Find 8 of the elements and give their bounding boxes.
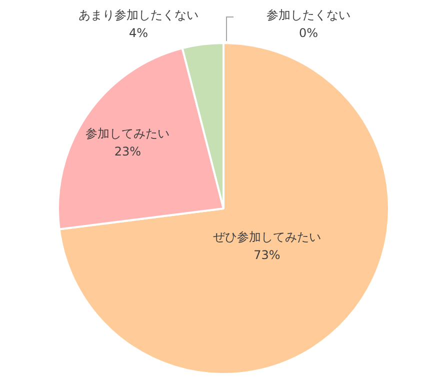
category-label: 参加したくない	[266, 8, 350, 22]
text: 0%	[298, 26, 318, 40]
slice-label: 参加してみたい	[86, 126, 170, 141]
slice-label: あまり参加したくない	[78, 8, 198, 22]
slice-label: ぜひ参加してみたい	[212, 230, 321, 244]
data-label: 4%	[128, 26, 148, 40]
data-label: 23%	[114, 144, 142, 159]
data-label: 73%	[254, 248, 280, 262]
